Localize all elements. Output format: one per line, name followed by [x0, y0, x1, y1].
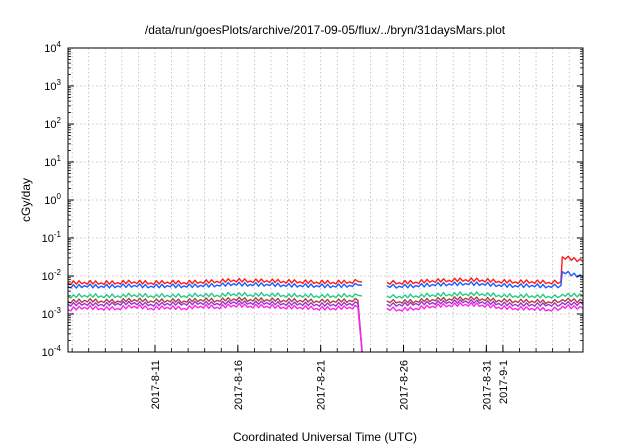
y-tick-base: 10: [42, 271, 54, 283]
x-tick-label-0: 2017-8-11: [150, 360, 162, 409]
y-tick-label-8: 104: [44, 40, 61, 55]
y-tick-label-4: 100: [44, 192, 61, 207]
y-tick-label-2: 10-2: [42, 268, 62, 283]
y-tick-base: 10: [42, 309, 54, 321]
y-tick-exponent: 1: [57, 154, 62, 163]
y-tick-base: 10: [44, 157, 56, 169]
y-tick-label-3: 10-1: [42, 230, 62, 245]
series-line-4-segment-0: [67, 299, 363, 353]
series-line-3-segment-1: [386, 296, 584, 305]
series-line-1-segment-0: [67, 281, 363, 289]
x-tick-label-1: 2017-8-16: [233, 360, 245, 410]
y-tick-exponent: -3: [54, 306, 62, 315]
x-axis-label: Coordinated Universal Time (UTC): [233, 430, 417, 444]
y-tick-base: 10: [42, 233, 54, 245]
series-group: [67, 255, 584, 353]
y-axis-label: cGy/day: [19, 178, 33, 222]
y-tick-base: 10: [44, 81, 56, 93]
y-tick-exponent: -4: [54, 344, 62, 353]
y-tick-base: 10: [44, 43, 56, 55]
y-tick-base: 10: [42, 347, 54, 359]
y-tick-label-6: 102: [44, 116, 61, 131]
y-tick-label-7: 103: [44, 78, 61, 93]
y-tick-label-5: 101: [44, 154, 61, 169]
series-line-4-segment-1: [386, 299, 584, 307]
y-tick-base: 10: [44, 195, 56, 207]
series-line-0-segment-0: [67, 277, 363, 286]
series-line-2-segment-0: [67, 291, 363, 299]
series-line-5-segment-1: [386, 302, 584, 312]
y-tick-exponent: -2: [54, 268, 62, 277]
x-tick-label-2: 2017-8-21: [316, 360, 328, 410]
series-line-0-segment-1: [386, 255, 584, 285]
y-tick-exponent: 4: [57, 40, 62, 49]
series-line-5-segment-0: [67, 302, 363, 353]
y-tick-exponent: 3: [57, 78, 62, 87]
chart-title: /data/run/goesPlots/archive/2017-09-05/f…: [145, 23, 506, 37]
series-line-3-segment-0: [67, 296, 363, 353]
y-tick-exponent: -1: [54, 230, 62, 239]
x-tick-label-5: 2017-9-1: [498, 360, 510, 404]
y-tick-exponent: 0: [57, 192, 62, 201]
y-tick-exponent: 2: [57, 116, 62, 125]
y-tick-label-1: 10-3: [42, 306, 62, 321]
y-tick-base: 10: [44, 119, 56, 131]
series-line-2-segment-1: [386, 291, 584, 299]
x-tick-label-3: 2017-8-26: [399, 360, 411, 410]
y-tick-label-0: 10-4: [42, 344, 62, 359]
series-line-1-segment-1: [386, 270, 584, 289]
x-tick-label-4: 2017-8-31: [481, 360, 493, 410]
axis-ticks: 10-410-310-210-11001011021031042017-8-11…: [42, 40, 583, 410]
